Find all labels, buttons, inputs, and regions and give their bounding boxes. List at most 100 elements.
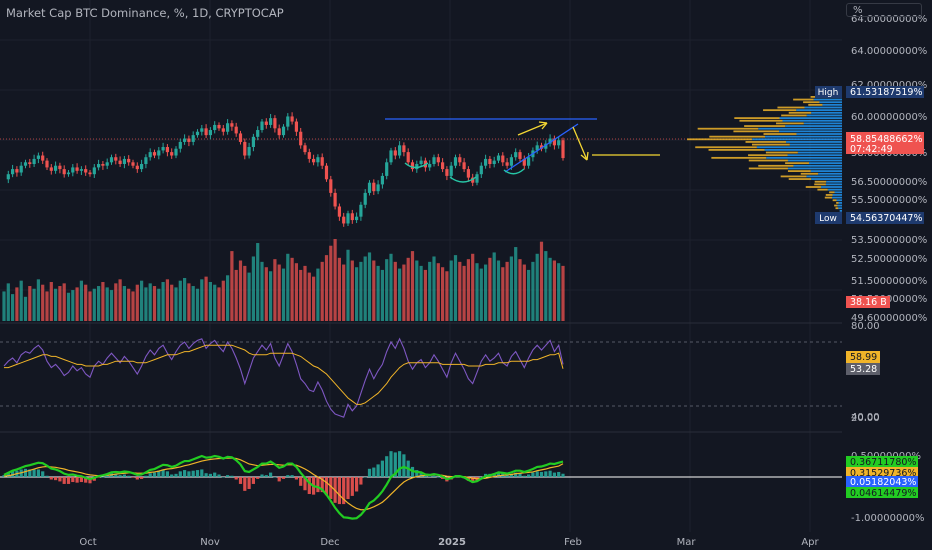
macd-histogram-bar: [269, 472, 273, 477]
macd-histogram-bar: [157, 470, 161, 477]
candle-body: [458, 157, 462, 163]
candle-body: [135, 165, 139, 170]
volume-bar: [152, 286, 157, 321]
volume-bar: [84, 284, 88, 321]
volume-bar: [466, 259, 470, 321]
volume-bar: [307, 272, 311, 321]
candle-body: [75, 167, 79, 171]
vp-row-up: [787, 159, 842, 162]
vp-row-down: [687, 138, 753, 141]
high-label: High: [818, 88, 839, 98]
macd-histogram-bar: [49, 477, 53, 480]
macd-histogram-bar: [114, 473, 118, 477]
candle-body: [333, 192, 337, 207]
candle-body: [453, 157, 458, 166]
volume-bar: [213, 284, 217, 321]
volume-bar: [324, 255, 329, 321]
volume-bar: [251, 256, 255, 321]
price-tick-label: 56.50000000%: [851, 177, 927, 188]
candle-body: [488, 158, 492, 165]
macd-histogram-bar: [131, 477, 135, 478]
candle-body: [191, 135, 195, 142]
vp-row-down: [835, 207, 839, 210]
rising-trendline: [504, 123, 579, 173]
volume-bar: [264, 267, 268, 321]
candle-body: [320, 157, 324, 166]
macd-histogram-bar: [402, 454, 406, 477]
candle-body: [6, 174, 10, 180]
candle-body: [380, 175, 384, 185]
vp-row-down: [748, 167, 788, 170]
macd-histogram-bar: [514, 472, 518, 477]
candle-body: [204, 128, 208, 136]
volume-bar: [453, 255, 458, 321]
volume-bar: [303, 265, 307, 321]
vp-row-up: [779, 130, 842, 133]
volume-bar: [32, 288, 36, 321]
candle-body: [337, 206, 341, 217]
candle-body: [36, 155, 40, 159]
candle-body: [32, 158, 36, 165]
macd-histogram-bar: [552, 472, 556, 477]
volume-bar: [58, 286, 62, 321]
volume-bar: [428, 261, 432, 321]
volume-bar: [436, 263, 440, 321]
volume-bar: [204, 276, 208, 321]
candle-body: [101, 164, 105, 166]
candle-body: [539, 145, 544, 149]
vp-row-down: [763, 133, 797, 135]
price-axis[interactable]: 64.00000000%62.00000000%60.00000000%58.0…: [815, 14, 927, 524]
volume-bar: [492, 252, 496, 321]
volume-bar: [45, 291, 49, 321]
candle-body: [28, 162, 32, 165]
volume-bar: [488, 257, 492, 321]
macd-histogram-bar: [127, 475, 131, 477]
volume-bar: [539, 241, 544, 321]
macd-histogram-bar: [41, 471, 45, 477]
macd-histogram-bar: [191, 470, 195, 477]
macd-histogram-bar: [251, 477, 255, 484]
macd-badge: [846, 476, 918, 487]
candle-body: [415, 164, 419, 170]
vp-row-up: [818, 172, 842, 175]
macd-histogram-bar: [213, 472, 217, 477]
vp-row-up: [834, 191, 842, 194]
volume-bar: [552, 260, 556, 321]
volume-bar: [432, 256, 436, 321]
macd-histogram-bar: [479, 477, 483, 478]
vp-row-down: [748, 159, 788, 162]
vp-row-down: [814, 180, 827, 183]
last-price-badge: [846, 132, 924, 154]
volume-bar: [183, 277, 187, 321]
vp-row-up: [766, 156, 842, 159]
volume-bar: [410, 251, 415, 321]
macd-histogram-bar: [165, 471, 169, 477]
unit-selector[interactable]: %: [846, 3, 922, 17]
candle-body: [41, 155, 45, 161]
macd-histogram-bar: [54, 477, 58, 481]
time-axis[interactable]: Oct Nov Dec 2025 Feb Mar Apr: [79, 537, 819, 548]
macd-histogram-bar: [307, 477, 311, 495]
vp-row-down: [776, 122, 804, 125]
volume-bar: [509, 256, 513, 321]
volume-bar: [355, 267, 359, 321]
candle-body: [462, 162, 466, 170]
volume-bar: [127, 288, 131, 321]
macd-histogram-bar: [32, 469, 36, 477]
candle-body: [548, 138, 552, 144]
candle-body: [88, 172, 92, 175]
price-tick-label: 55.50000000%: [851, 195, 927, 206]
volume-bar: [238, 260, 243, 321]
time-tick-label: Dec: [320, 537, 339, 548]
volume-bar: [346, 249, 350, 321]
volume-bar: [479, 268, 483, 321]
candle-body: [273, 118, 277, 129]
volume-bar: [109, 290, 114, 321]
vp-row-down: [711, 156, 767, 159]
vp-row-up: [806, 114, 842, 117]
macd-histogram-bar: [372, 467, 376, 477]
price-tick-label: 51.50000000%: [851, 276, 927, 287]
macd-histogram-bar: [544, 471, 548, 477]
volume-bars: [2, 239, 565, 321]
